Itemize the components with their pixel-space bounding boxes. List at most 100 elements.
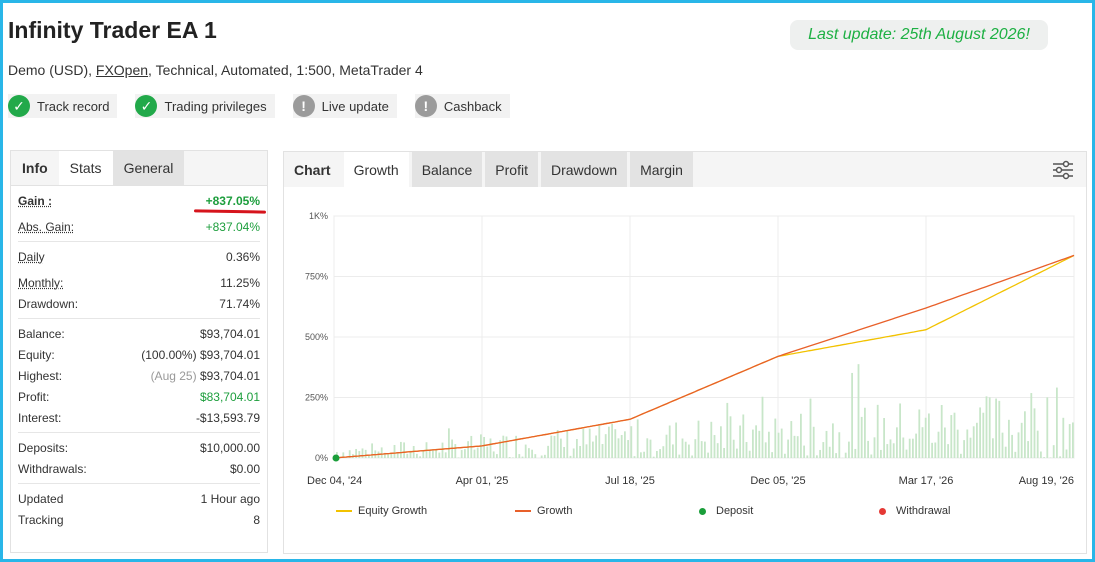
trade-bar bbox=[489, 438, 492, 458]
tab-drawdown[interactable]: Drawdown bbox=[540, 152, 628, 187]
badge-trading-privileges[interactable]: ✓ Trading privileges bbox=[135, 94, 275, 118]
legend-withdrawal[interactable]: Withdrawal bbox=[879, 505, 950, 517]
badge-track-record[interactable]: ✓ Track record bbox=[8, 94, 118, 118]
stat-value: 11.25% bbox=[220, 275, 260, 290]
y-tick-label: 1K% bbox=[309, 211, 328, 221]
trade-bar bbox=[915, 433, 917, 458]
trade-bar bbox=[793, 435, 796, 458]
trade-bar bbox=[1062, 417, 1065, 458]
trade-bar bbox=[758, 430, 761, 458]
trade-bar bbox=[416, 453, 418, 458]
divider bbox=[18, 483, 260, 484]
trade-bar bbox=[668, 425, 671, 458]
stat-label: Tracking bbox=[18, 512, 64, 527]
trade-bar bbox=[614, 429, 617, 458]
stat-daily: Daily 0.36% bbox=[18, 246, 260, 267]
trade-bar bbox=[560, 438, 562, 458]
tab-chart[interactable]: Chart bbox=[294, 161, 331, 178]
stat-label: Daily bbox=[18, 249, 45, 264]
trade-bar bbox=[627, 440, 629, 458]
trade-bar bbox=[899, 403, 901, 458]
trade-bar bbox=[579, 445, 581, 458]
trade-bar bbox=[1004, 446, 1007, 458]
trade-bar bbox=[1068, 424, 1071, 458]
trade-bar bbox=[636, 419, 639, 458]
tab-balance[interactable]: Balance bbox=[411, 152, 483, 187]
trade-bar bbox=[422, 450, 425, 458]
tab-growth[interactable]: Growth bbox=[343, 152, 409, 187]
trade-bar bbox=[435, 448, 437, 458]
trade-bar bbox=[723, 447, 725, 458]
tab-info[interactable]: Info bbox=[11, 151, 59, 185]
trade-bar bbox=[524, 444, 527, 458]
trade-bar bbox=[665, 434, 668, 458]
growth-line bbox=[333, 254, 1075, 459]
check-icon: ✓ bbox=[8, 95, 30, 117]
sliders-settings-icon[interactable] bbox=[1052, 160, 1074, 180]
divider bbox=[18, 432, 260, 433]
stat-label: Withdrawals: bbox=[18, 461, 87, 476]
trade-bar bbox=[643, 451, 645, 458]
divider bbox=[18, 318, 260, 319]
trade-bar bbox=[950, 415, 953, 458]
tab-margin[interactable]: Margin bbox=[630, 152, 693, 187]
divider bbox=[18, 241, 260, 242]
trade-bar bbox=[521, 456, 524, 458]
trade-bar bbox=[672, 444, 674, 458]
stat-value: +837.05% bbox=[193, 193, 267, 214]
trade-bar bbox=[384, 452, 386, 458]
trade-bar bbox=[396, 452, 399, 458]
trade-bar bbox=[716, 443, 719, 458]
trade-bar bbox=[774, 418, 777, 458]
trade-bar bbox=[867, 440, 869, 458]
trade-bar bbox=[624, 431, 626, 458]
trade-bar bbox=[1056, 387, 1058, 458]
tab-profit[interactable]: Profit bbox=[485, 152, 538, 187]
tab-general[interactable]: General bbox=[112, 151, 185, 185]
trade-bar bbox=[729, 416, 732, 458]
trade-bar bbox=[1017, 432, 1020, 458]
trade-bar bbox=[585, 444, 588, 458]
trade-bar bbox=[1043, 457, 1045, 458]
trade-bar bbox=[972, 426, 975, 458]
trade-bar bbox=[454, 444, 457, 458]
gain-value: +837.05% bbox=[205, 193, 260, 208]
trade-bar bbox=[473, 449, 476, 458]
trade-bar bbox=[432, 449, 434, 458]
trade-bar bbox=[368, 455, 370, 458]
trade-bar bbox=[864, 407, 866, 458]
trade-bar bbox=[1049, 457, 1052, 458]
trade-bar bbox=[816, 455, 818, 458]
badge-live-update[interactable]: ! Live update bbox=[292, 94, 397, 118]
stat-label: Highest: bbox=[18, 368, 63, 383]
broker-link[interactable]: FXOpen bbox=[95, 62, 149, 78]
trade-bar bbox=[1030, 393, 1033, 458]
stat-profit: Profit: $83,704.01 bbox=[18, 386, 260, 407]
trade-bar bbox=[780, 428, 783, 458]
deposit-dot bbox=[699, 507, 706, 515]
trade-bar bbox=[835, 453, 837, 458]
trade-bar bbox=[460, 450, 463, 458]
trade-bar bbox=[518, 454, 521, 458]
legend-growth[interactable]: Growth bbox=[515, 505, 572, 517]
growth-chart: 0% 250% 500% 750% 1K% Dec 04, '24 Apr 01, '25 J… bbox=[305, 211, 1075, 487]
equity-amount: $93,704.01 bbox=[199, 347, 260, 362]
trade-bar bbox=[992, 438, 994, 458]
legend-label: Deposit bbox=[716, 505, 754, 517]
trade-bar bbox=[691, 455, 693, 458]
trade-bar bbox=[953, 412, 956, 458]
deposit-marker bbox=[332, 454, 340, 462]
trade-bar bbox=[576, 439, 578, 458]
trade-bar bbox=[358, 451, 361, 458]
stat-label: Gain : bbox=[18, 193, 53, 208]
legend-equity-growth[interactable]: Equity Growth bbox=[336, 505, 427, 517]
trade-bar bbox=[761, 396, 764, 458]
trade-bar bbox=[617, 438, 620, 458]
badge-cashback[interactable]: ! Cashback bbox=[414, 94, 510, 118]
trade-bar bbox=[688, 444, 690, 458]
trade-bar bbox=[918, 409, 921, 458]
legend-deposit[interactable]: Deposit bbox=[699, 505, 753, 517]
trade-bar bbox=[979, 407, 981, 458]
trade-bar bbox=[921, 427, 924, 458]
tab-stats[interactable]: Stats bbox=[58, 151, 113, 185]
